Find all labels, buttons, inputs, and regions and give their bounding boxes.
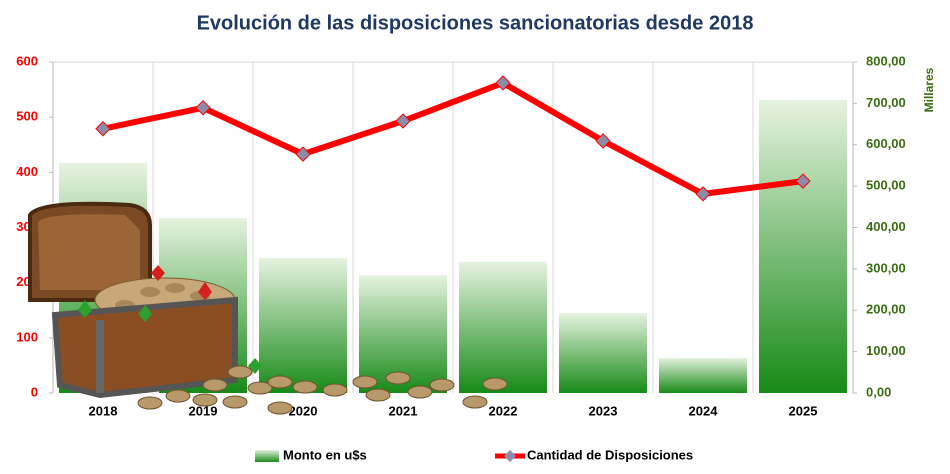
y2-axis-title: Millares — [922, 67, 936, 112]
chart-title: Evolución de las disposiciones sancionat… — [197, 12, 754, 34]
y2-tick-label: 0,00 — [866, 384, 891, 399]
x-tick-label: 2022 — [489, 403, 518, 418]
x-tick-label: 2021 — [389, 403, 418, 418]
x-tick-label: 2024 — [689, 403, 719, 418]
y2-tick-label: 400,00 — [866, 219, 906, 234]
marker — [395, 113, 411, 129]
marker — [695, 186, 711, 202]
marker — [495, 75, 511, 91]
y2-tick-label: 700,00 — [866, 95, 906, 110]
y-tick-label: 500 — [16, 109, 38, 124]
x-tick-label: 2023 — [589, 403, 618, 418]
treasure-chest — [28, 201, 508, 415]
y2-tick-label: 800,00 — [866, 53, 906, 68]
legend-marker — [504, 450, 516, 462]
bar — [259, 258, 347, 393]
marker — [595, 133, 611, 149]
legend-swatch — [255, 450, 279, 462]
marker — [795, 173, 811, 189]
y2-tick-label: 600,00 — [866, 136, 906, 151]
y2-tick-label: 100,00 — [866, 343, 906, 358]
y-tick-label: 600 — [16, 53, 38, 68]
x-tick-label: 2020 — [289, 403, 318, 418]
marker — [195, 100, 211, 116]
y-tick-label: 400 — [16, 164, 38, 179]
y2-tick-label: 300,00 — [866, 260, 906, 275]
x-tick-label: 2025 — [789, 403, 818, 418]
marker — [95, 121, 111, 137]
y-tick-label: 100 — [16, 329, 38, 344]
legend-label: Monto en u$s — [283, 447, 367, 462]
legend-label: Cantidad de Disposiciones — [527, 447, 693, 462]
bar — [559, 313, 647, 393]
y2-tick-label: 200,00 — [866, 302, 906, 317]
x-tick-label: 2019 — [189, 403, 218, 418]
bar — [659, 357, 747, 393]
line — [102, 79, 804, 197]
marker — [295, 146, 311, 162]
y-tick-label: 0 — [31, 384, 38, 399]
bar — [759, 100, 847, 393]
y2-tick-label: 500,00 — [866, 178, 906, 193]
x-tick-label: 2018 — [89, 403, 118, 418]
bar — [459, 261, 547, 393]
